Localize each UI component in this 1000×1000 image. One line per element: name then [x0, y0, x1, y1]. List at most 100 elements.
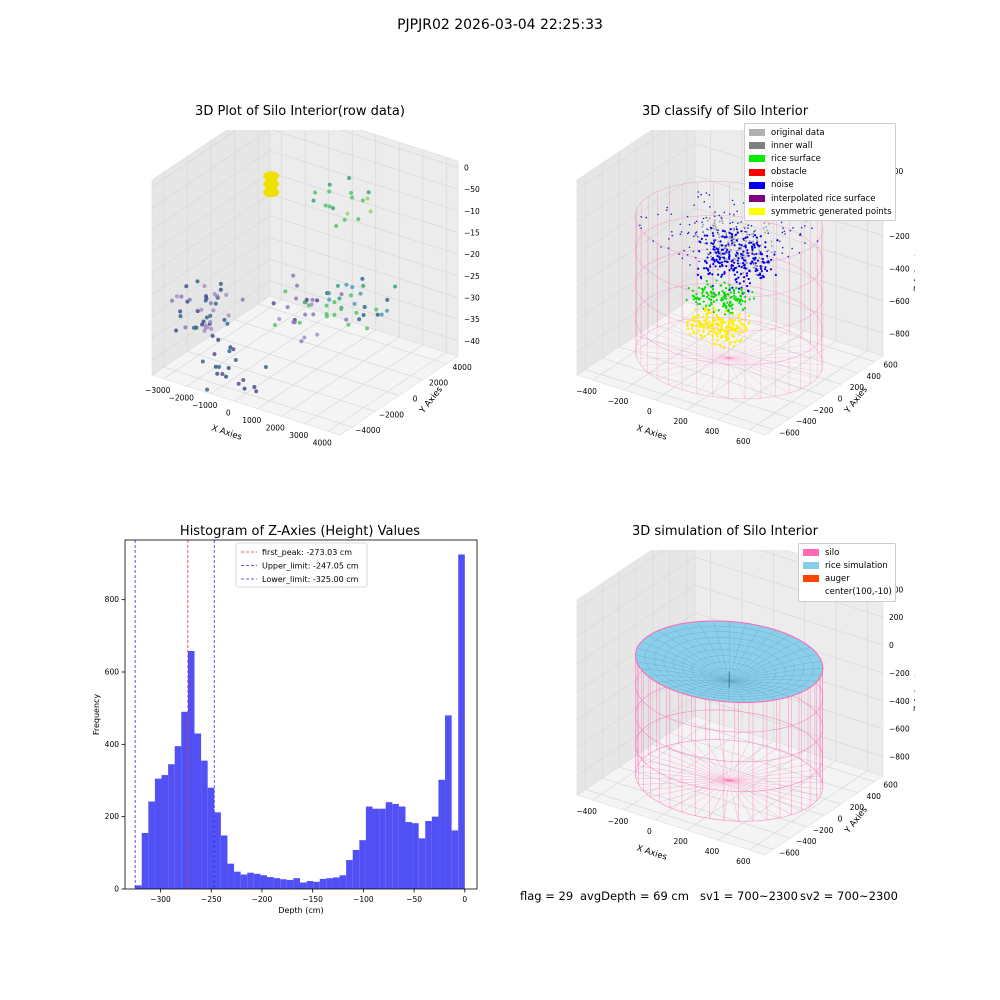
- rice-surface-point: [736, 297, 739, 300]
- legend-item: auger: [803, 572, 891, 585]
- legend-label: Lower_limit: -325.00 cm: [262, 575, 359, 584]
- silo-floor-spoke: [691, 740, 730, 781]
- noise-point: [717, 252, 720, 255]
- noise-point: [781, 246, 784, 249]
- data-point: [200, 359, 205, 364]
- original-data-point: [766, 256, 769, 259]
- symmetric-point: [692, 331, 695, 335]
- symmetric-point: [693, 319, 696, 323]
- noise-point: [686, 253, 689, 256]
- legend-item: noise: [749, 179, 891, 192]
- noise-point: [740, 266, 743, 269]
- noise-point: [737, 276, 740, 279]
- data-point: [393, 284, 398, 289]
- original-data-point: [746, 254, 748, 257]
- noise-point: [721, 235, 724, 238]
- noise-point: [724, 244, 728, 247]
- noise-point: [730, 239, 733, 242]
- noise-point: [737, 257, 740, 260]
- silo-floor-spoke: [696, 357, 730, 394]
- symmetric-point: [702, 318, 706, 322]
- data-point: [209, 326, 214, 331]
- legend-item: obstacle: [749, 166, 891, 179]
- y-tick-label: 800: [105, 595, 120, 604]
- rice-surface-point: [712, 310, 715, 314]
- data-point: [272, 322, 277, 327]
- x-tick-label: −150: [302, 895, 323, 904]
- original-data-point: [770, 240, 773, 243]
- original-data-point: [755, 273, 758, 276]
- rice-surface-point: [734, 298, 737, 302]
- noise-point: [763, 261, 766, 264]
- noise-point: [711, 232, 714, 235]
- symmetric-point: [708, 320, 711, 324]
- noise-point: [736, 231, 739, 234]
- histogram-bar: [438, 779, 446, 889]
- symmetric-point: [696, 315, 699, 318]
- grid-line: [635, 755, 825, 816]
- silo-floor-spoke: [669, 780, 730, 808]
- rice-surface-point: [728, 303, 731, 306]
- symmetric-point: [717, 318, 720, 322]
- data-point: [184, 284, 189, 289]
- rice-surface-point: [696, 297, 700, 300]
- noise-point: [742, 280, 745, 283]
- data-point: [345, 211, 350, 216]
- legend-swatch: [803, 575, 819, 583]
- grid-line: [576, 556, 696, 637]
- symmetric-point: [688, 333, 692, 336]
- rice-surface-point: [695, 293, 698, 296]
- noise-point: [696, 273, 700, 276]
- noise-point: [735, 225, 738, 228]
- noise-point: [693, 235, 695, 238]
- rice-surface-point: [720, 298, 723, 302]
- symmetric-point: [699, 334, 702, 337]
- data-point: [212, 292, 217, 297]
- symmetric-point: [728, 319, 731, 323]
- noise-point: [688, 246, 691, 249]
- noise-point: [721, 229, 725, 233]
- silo-floor-spoke: [728, 357, 746, 399]
- z-tick-label: 400: [889, 585, 904, 594]
- noise-point: [759, 276, 762, 280]
- symmetric-point: [712, 319, 715, 323]
- noise-point: [705, 216, 708, 219]
- x-tick-label: 600: [736, 857, 751, 866]
- histogram-bar: [372, 808, 380, 889]
- noise-point: [791, 247, 793, 250]
- data-point: [311, 312, 316, 317]
- symmetric-point: [709, 330, 712, 333]
- original-data-point: [733, 214, 735, 217]
- noise-point: [688, 223, 691, 226]
- original-data-point: [714, 226, 717, 229]
- noise-point: [755, 241, 758, 244]
- y-tick-label: 0: [838, 815, 843, 824]
- noise-point: [710, 226, 713, 230]
- x-axis-label: Depth (cm): [278, 906, 323, 915]
- noise-point: [745, 231, 748, 233]
- noise-point: [734, 278, 737, 281]
- data-point: [354, 310, 359, 315]
- noise-point: [706, 248, 708, 251]
- noise-point: [693, 204, 696, 206]
- rice-surface-point: [712, 291, 715, 294]
- data-point: [327, 189, 332, 194]
- silo-floor-spoke: [729, 357, 818, 379]
- grid-line: [686, 301, 875, 362]
- symmetric-point: [714, 308, 717, 312]
- rice-surface-point: [717, 309, 720, 312]
- noise-point: [680, 231, 683, 233]
- x-tick-label: −400: [576, 387, 597, 396]
- noise-point: [761, 274, 764, 278]
- silo-floor-spoke: [647, 357, 730, 373]
- z-tick-label: −1000: [464, 207, 480, 216]
- rice-surface-point: [732, 292, 735, 295]
- histogram-bar: [319, 878, 327, 889]
- grid-line: [619, 346, 808, 408]
- original-data-point: [752, 232, 755, 235]
- noise-point: [705, 238, 707, 241]
- silo-floor-spoke: [729, 357, 811, 385]
- noise-point: [729, 228, 732, 231]
- noise-point: [721, 263, 724, 266]
- rice-surface-point: [722, 298, 725, 301]
